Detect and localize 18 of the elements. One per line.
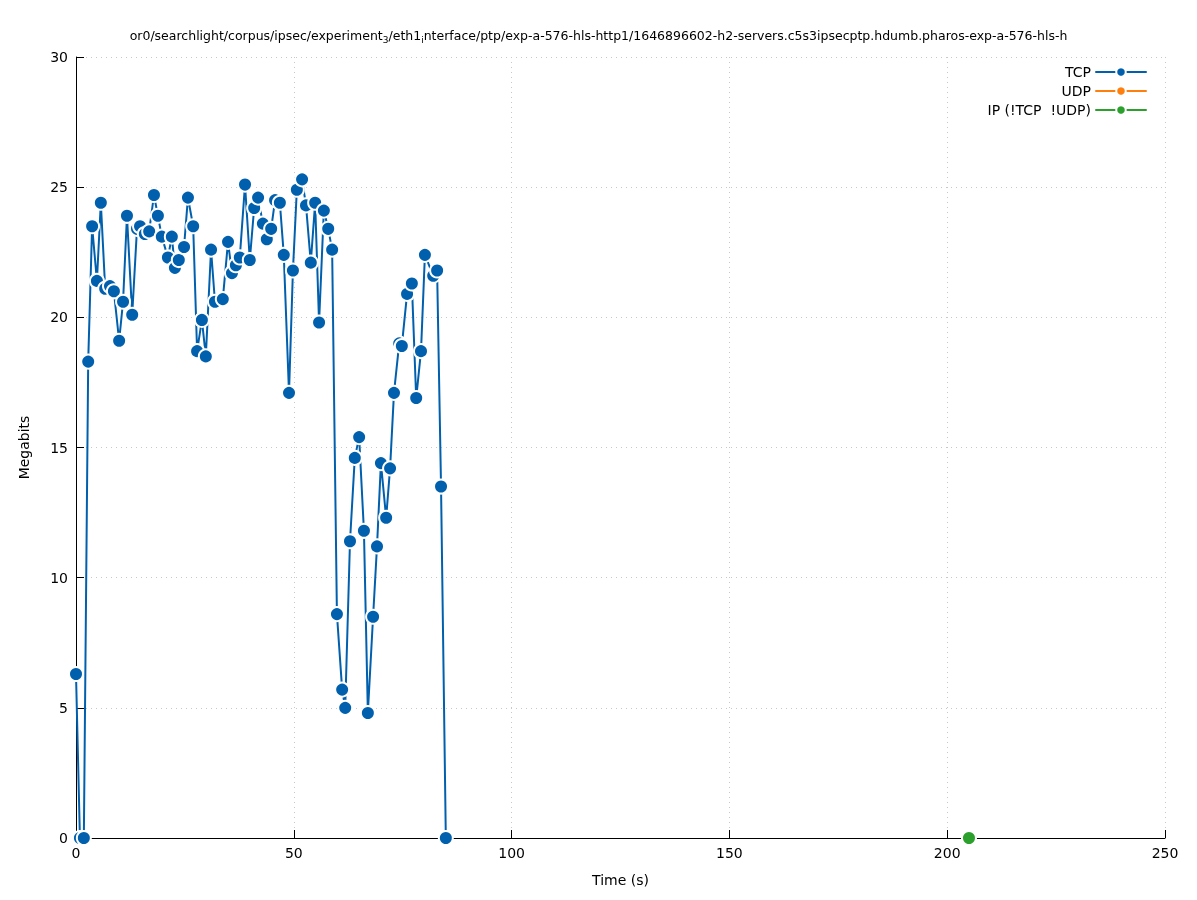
x-tick-label: 250 (1151, 845, 1179, 861)
legend-label: IP (!TCP !UDP) (987, 102, 1091, 118)
x-tick-label: 200 (933, 845, 961, 861)
y-tick-label: 30 (50, 49, 68, 65)
y-tick-label: 5 (59, 699, 68, 716)
y-tick-label: 15 (50, 439, 68, 456)
x-tick-label: 50 (284, 845, 303, 861)
legend-label: UDP (1061, 83, 1091, 99)
x-tick-label: 150 (716, 845, 743, 861)
legend-label: TCP (1064, 64, 1091, 80)
x-axis-title: Time (s) (591, 872, 649, 888)
y-tick-label: 25 (50, 179, 68, 196)
y-tick-label: 0 (59, 830, 68, 846)
y-axis-title: Megabits (16, 415, 32, 480)
y-tick-label: 20 (50, 309, 68, 326)
x-tick-label: 0 (71, 845, 81, 861)
y-tick-label: 10 (50, 569, 68, 586)
x-tick-label: 100 (498, 845, 525, 861)
